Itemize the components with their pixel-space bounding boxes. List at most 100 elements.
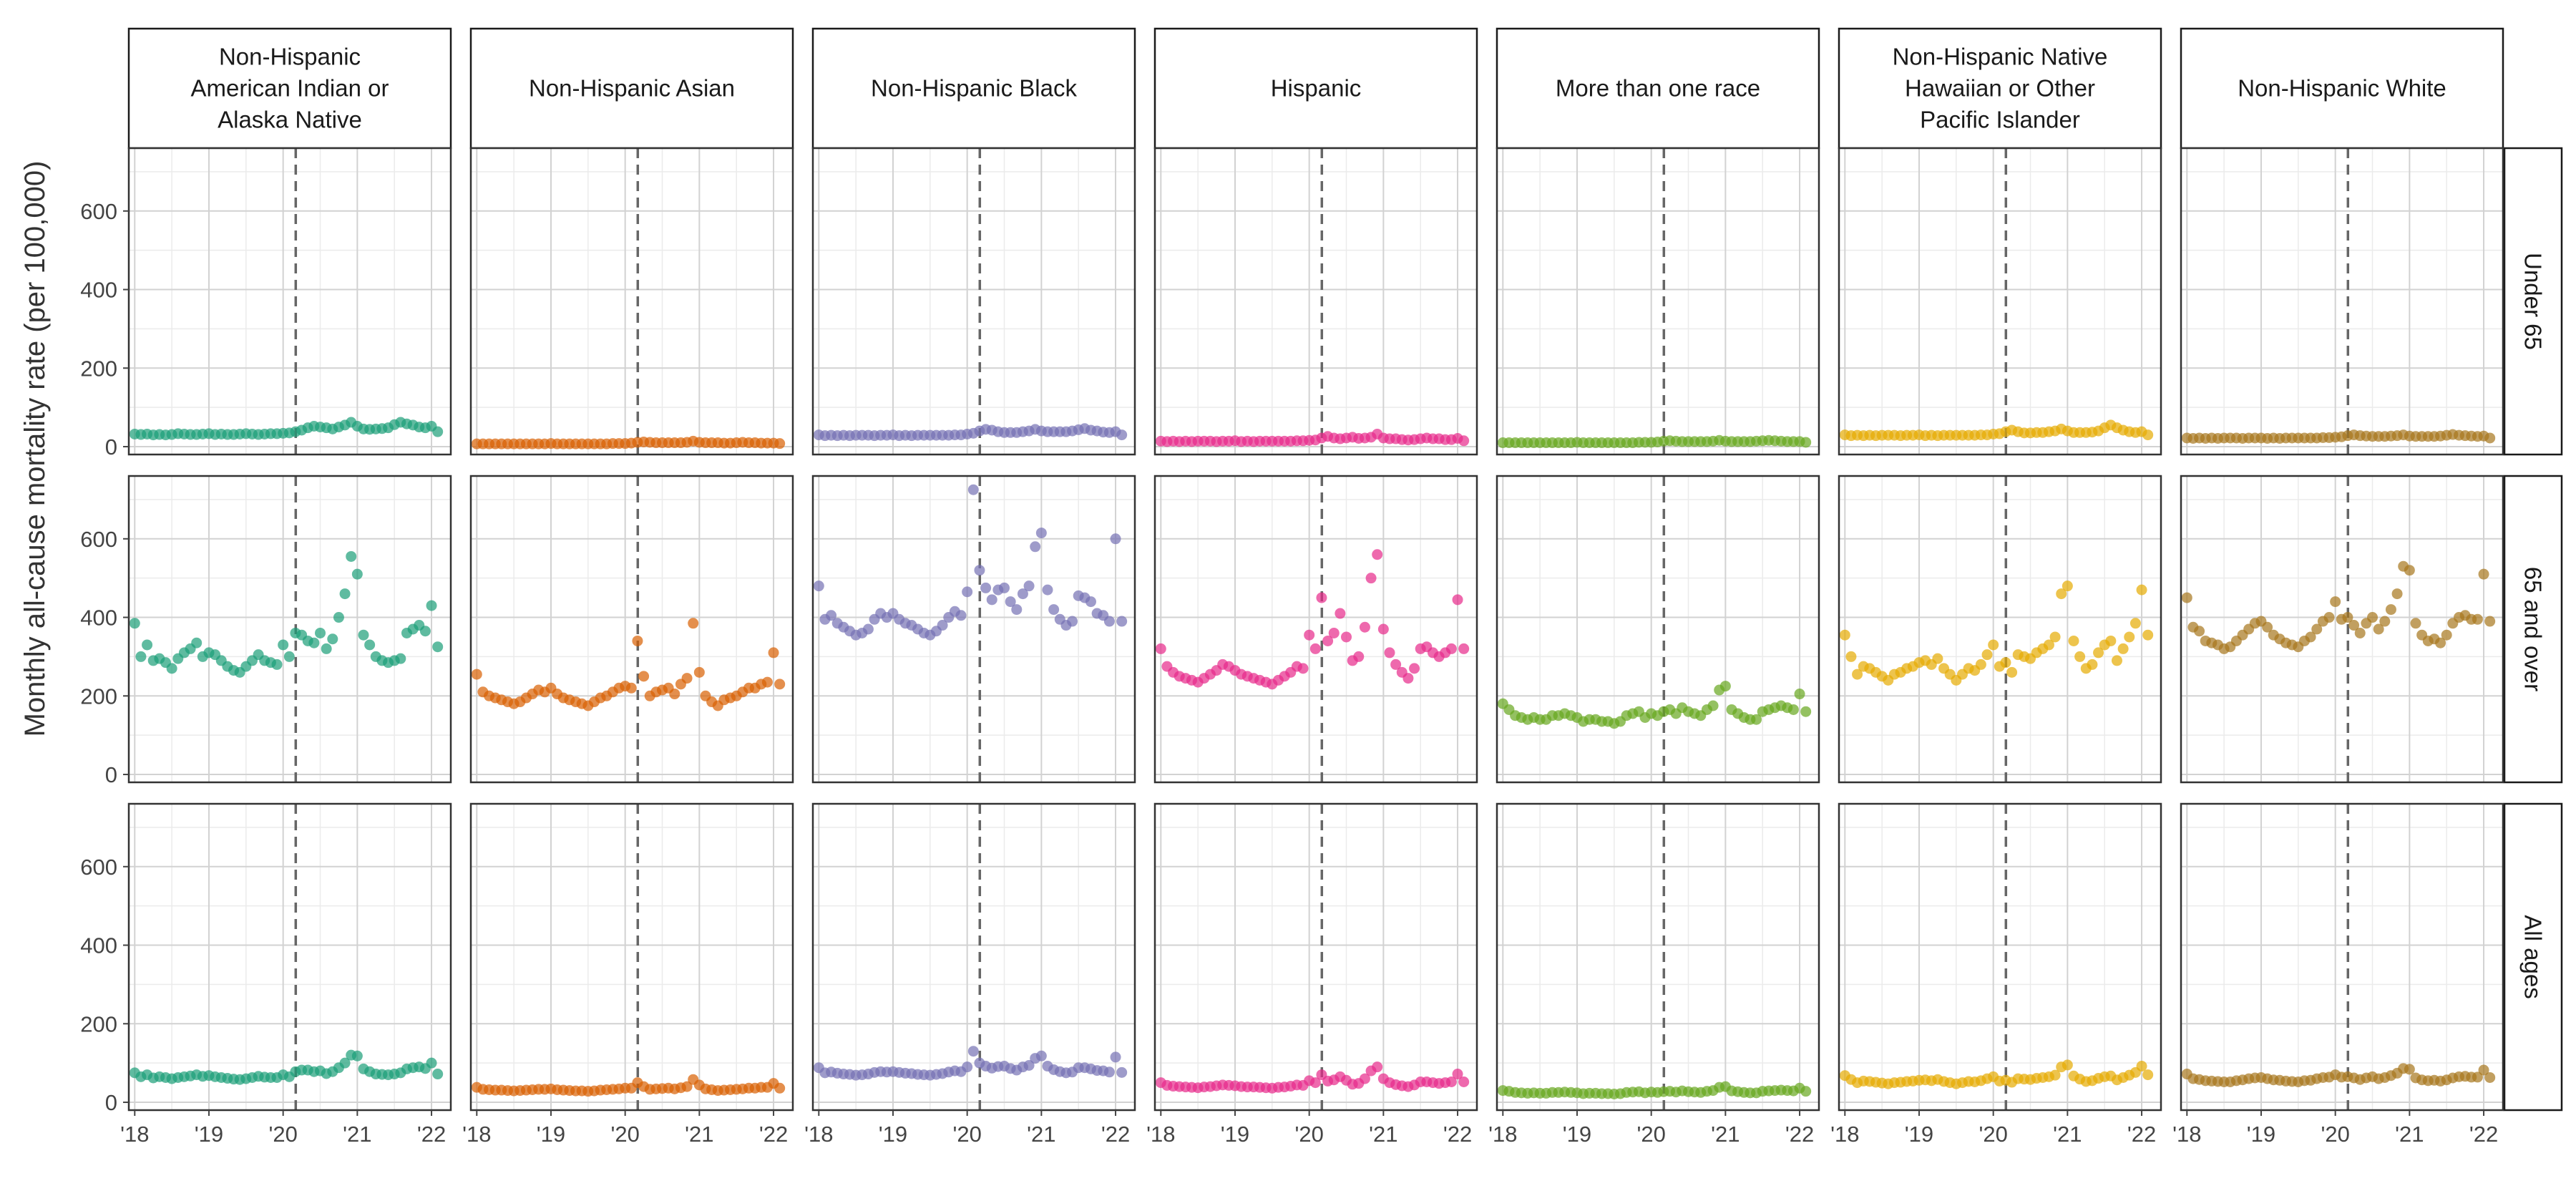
panel-background	[471, 804, 793, 1110]
data-point	[1458, 1076, 1470, 1087]
data-point	[2142, 1069, 2154, 1081]
panel-border	[1153, 147, 1478, 456]
panel-border	[1496, 475, 1820, 784]
data-point	[1304, 629, 1315, 641]
data-point	[166, 663, 177, 674]
data-point	[2068, 635, 2079, 646]
data-point	[1409, 663, 1420, 674]
data-point	[2441, 629, 2452, 641]
y-axis-title-group: Monthly all-cause mortality rate (per 10…	[19, 161, 51, 737]
column-strip-label: Alaska Native	[218, 107, 362, 133]
data-point	[1845, 651, 1857, 662]
data-point	[2484, 1071, 2496, 1083]
data-point	[1359, 1073, 1370, 1084]
data-point	[2056, 588, 2067, 600]
x-tick-label: '20	[1294, 1122, 1323, 1147]
x-tick-label: '18	[1146, 1122, 1175, 1147]
data-point	[2074, 651, 2086, 662]
column-strip-label: Non-Hispanic Black	[871, 75, 1077, 102]
y-tick-label: 600	[80, 855, 117, 880]
data-point	[351, 1050, 363, 1061]
data-point	[1155, 643, 1166, 654]
data-point	[2379, 616, 2391, 627]
data-point	[283, 651, 295, 662]
data-point	[142, 639, 153, 651]
x-tick-label: '20	[1979, 1122, 2007, 1147]
y-tick-label: 200	[80, 1011, 117, 1036]
data-point	[1372, 549, 1383, 560]
column-strip: Non-Hispanic American Indian or Alaska Nat…	[127, 27, 452, 150]
facet-panel	[469, 475, 794, 784]
data-point	[1085, 596, 1096, 608]
panel-background	[813, 804, 1135, 1110]
y-tick-label: 0	[105, 1090, 117, 1115]
data-point	[1067, 616, 1078, 627]
facet-panels: Non-Hispanic American Indian or Alaska Nat…	[80, 27, 2563, 1147]
data-point	[761, 676, 773, 688]
data-point	[1005, 596, 1016, 608]
row-strip: Under 65	[2503, 147, 2563, 456]
data-point	[1309, 1077, 1321, 1089]
x-tick-label: '18	[2172, 1122, 2201, 1147]
data-point	[2194, 626, 2205, 637]
data-point	[1035, 1050, 1047, 1061]
row-strip-label: All ages	[2520, 915, 2547, 998]
panel-border	[2180, 475, 2504, 784]
panel-border	[1838, 802, 2162, 1112]
column-strip-box	[469, 27, 794, 150]
data-point	[2478, 1064, 2489, 1076]
data-point	[2117, 643, 2129, 654]
data-point	[937, 620, 948, 631]
data-point	[1309, 643, 1321, 654]
panel-background	[1155, 476, 1477, 782]
column-strip-box	[1496, 27, 1820, 150]
panel-background	[2181, 804, 2503, 1110]
column-strip-label: Non-Hispanic	[219, 44, 361, 70]
data-point	[2305, 631, 2316, 643]
x-tick-label: '19	[1221, 1122, 1249, 1147]
data-point	[1341, 631, 1352, 643]
x-tick-label: '21	[343, 1122, 371, 1147]
panel-background	[2181, 476, 2503, 782]
data-point	[1445, 1076, 1457, 1087]
data-point	[1359, 621, 1370, 633]
data-point	[1322, 635, 1334, 646]
data-point	[2087, 658, 2098, 670]
data-point	[774, 438, 786, 449]
data-point	[632, 635, 643, 646]
panel-background	[129, 804, 451, 1110]
y-tick-label: 200	[80, 356, 117, 381]
data-point	[1390, 658, 1402, 670]
data-point	[2062, 1059, 2073, 1071]
data-point	[419, 626, 431, 637]
panel-border	[811, 475, 1136, 784]
data-point	[2484, 616, 2496, 627]
facet-panel	[2180, 475, 2504, 784]
data-point	[1035, 528, 1047, 539]
panel-background	[1155, 804, 1477, 1110]
facet-panel	[1496, 475, 1820, 784]
x-tick-label: '22	[759, 1122, 788, 1147]
data-point	[426, 600, 437, 611]
y-tick-label: 400	[80, 606, 117, 631]
data-point	[1316, 592, 1327, 603]
facet-panel: 0 200 400 600	[80, 475, 452, 787]
x-tick-label: '20	[952, 1122, 981, 1147]
column-strip-label: Non-Hispanic White	[2238, 75, 2446, 102]
data-point	[1981, 649, 1993, 661]
data-point	[1042, 584, 1053, 596]
facet-panel	[811, 147, 1136, 456]
panel-border	[469, 475, 794, 784]
data-point	[2330, 596, 2341, 608]
panel-background	[1839, 476, 2161, 782]
x-tick-label: '19	[1563, 1122, 1591, 1147]
data-point	[1794, 689, 1805, 700]
row-strip-label: Under 65	[2520, 253, 2547, 350]
y-tick-label: 0	[105, 434, 117, 460]
x-tick-label: '19	[2247, 1122, 2275, 1147]
data-point	[1116, 616, 1128, 627]
data-point	[2478, 568, 2489, 580]
x-tick-label: '20	[1636, 1122, 1665, 1147]
panel-background	[1497, 148, 1819, 455]
column-strip-label: American Indian or	[191, 75, 389, 102]
